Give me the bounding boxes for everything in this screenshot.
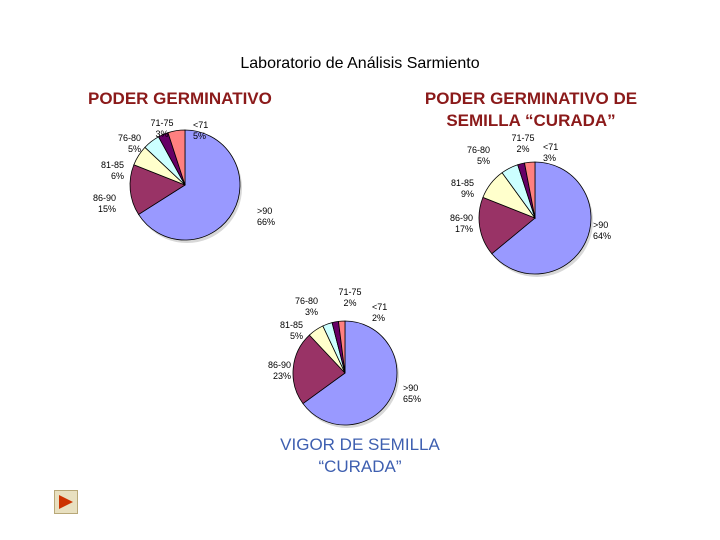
pie-label-category: 81-85 <box>451 178 474 188</box>
pie-label-percent: 66% <box>257 217 275 227</box>
pie-label-percent: 15% <box>98 204 116 214</box>
pie-label-percent: 23% <box>273 371 291 381</box>
pie-slice--90 <box>138 129 241 241</box>
pie-label-category: 76-80 <box>118 133 141 143</box>
pie-label-percent: 5% <box>193 131 206 141</box>
play-arrow-icon <box>59 495 73 509</box>
pie-label-percent: 5% <box>290 331 303 341</box>
pie-label-percent: 64% <box>593 231 611 241</box>
pie-label-percent: 5% <box>128 144 141 154</box>
pie-label-category: 71-75 <box>511 133 534 143</box>
pie-label-category: 86-90 <box>93 193 116 203</box>
pie-label-category: >90 <box>403 383 418 393</box>
pie-slice--71 <box>167 129 186 186</box>
pie-label-category: >90 <box>257 206 272 216</box>
pie-label-category: 71-75 <box>150 118 173 128</box>
pie-label-percent: 65% <box>403 394 421 404</box>
next-slide-button[interactable] <box>54 490 78 514</box>
pie-slice-86-90 <box>129 164 186 216</box>
pie-slice-86-90 <box>478 196 536 255</box>
pie-label-percent: 3% <box>543 153 556 163</box>
pie-label-percent: 2% <box>516 144 529 154</box>
pie-label-percent: 2% <box>372 313 385 323</box>
pie-slice--71 <box>338 320 346 374</box>
pie-slice--90 <box>302 320 398 426</box>
pie-label-percent: 9% <box>461 189 474 199</box>
pie-label-category: 76-80 <box>295 296 318 306</box>
chart-title-poder-germinativo: PODER GERMINATIVO <box>88 89 272 108</box>
pie-label-category: 86-90 <box>268 360 291 370</box>
pie-label-percent: 5% <box>477 156 490 166</box>
pie-slice--71 <box>524 161 536 219</box>
pie-label-category: <71 <box>372 302 387 312</box>
pie-label-category: 81-85 <box>101 160 124 170</box>
pie-label-percent: 17% <box>455 224 473 234</box>
pie-slice-86-90 <box>292 334 346 405</box>
pie-label-category: >90 <box>593 220 608 230</box>
chart-title-poder-germinativo-curada: PODER GERMINATIVO DE SEMILLA “CURADA” <box>424 89 638 130</box>
pie-label-category: 76-80 <box>467 145 490 155</box>
pie-label-category: 81-85 <box>280 320 303 330</box>
chart-title-vigor-curada: VIGOR DE SEMILLA “CURADA” <box>280 435 440 476</box>
pie-label-percent: 3% <box>155 129 168 139</box>
pie-label-category: 86-90 <box>450 213 473 223</box>
pie-slice--90 <box>491 161 592 275</box>
pie-label-percent: 6% <box>111 171 124 181</box>
pie-label-category: 71-75 <box>338 287 361 297</box>
page-title: Laboratorio de Análisis Sarmiento <box>240 55 480 72</box>
pie-label-category: <71 <box>193 120 208 130</box>
pie-label-category: <71 <box>543 142 558 152</box>
pie-label-percent: 2% <box>343 298 356 308</box>
pie-label-percent: 3% <box>305 307 318 317</box>
